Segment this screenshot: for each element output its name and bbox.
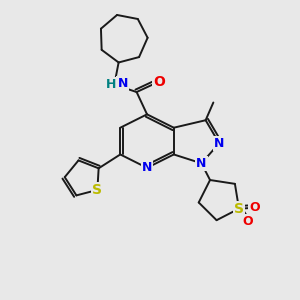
- Text: N: N: [214, 137, 224, 150]
- Text: N: N: [142, 161, 152, 174]
- Text: H: H: [106, 78, 116, 91]
- Text: O: O: [242, 215, 253, 228]
- Text: N: N: [196, 157, 207, 170]
- Text: N: N: [118, 76, 128, 90]
- Text: S: S: [92, 183, 102, 197]
- Text: O: O: [153, 75, 165, 88]
- Text: O: O: [249, 201, 260, 214]
- Text: S: S: [234, 202, 244, 216]
